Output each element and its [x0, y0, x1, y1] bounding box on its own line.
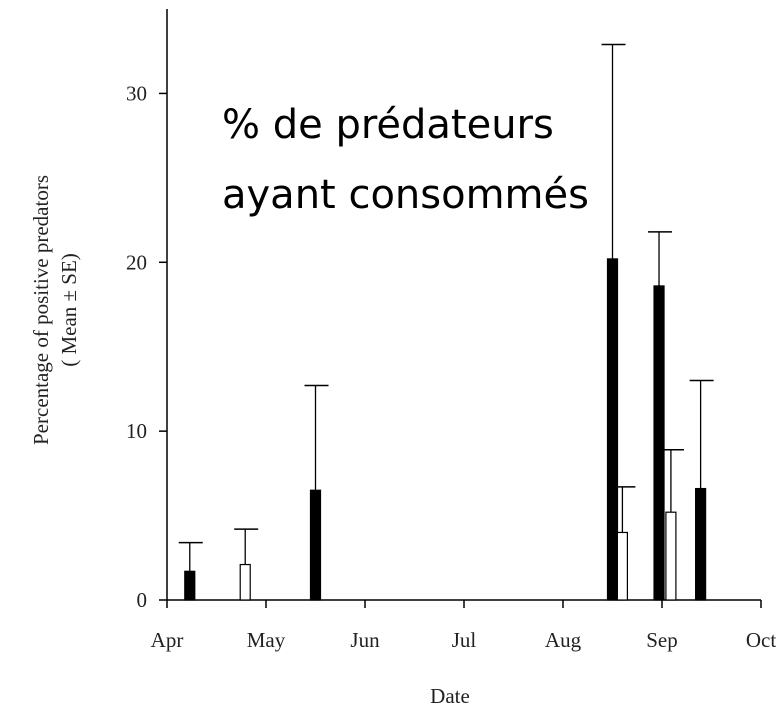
x-tick-label: Sep [646, 628, 678, 652]
x-tick-label: Apr [151, 628, 184, 652]
bar [239, 563, 251, 601]
y-tick-label: 30 [126, 81, 147, 105]
bar [665, 511, 677, 601]
bar [184, 570, 196, 601]
bar [695, 487, 707, 601]
bar [616, 531, 629, 601]
y-axis-label-line: Percentage of positive predators [29, 175, 53, 445]
bar [653, 285, 665, 601]
y-axis-label-line: ( Mean ± SE) [57, 253, 81, 367]
y-tick-label: 0 [137, 588, 148, 612]
x-tick-label: Oct [746, 628, 776, 652]
y-tick-label: 20 [126, 250, 147, 274]
annotation: % de prédateurs [222, 102, 554, 148]
x-axis-label: Date [430, 684, 470, 708]
annotation: ayant consommés [222, 172, 589, 218]
y-tick-label: 10 [126, 419, 147, 443]
x-tick-label: May [247, 628, 286, 652]
x-tick-label: Aug [545, 628, 582, 652]
x-tick-label: Jul [452, 628, 477, 652]
y-axis-label: Percentage of positive predators ( Mean … [29, 175, 81, 445]
bar [309, 489, 322, 601]
bar [606, 258, 619, 601]
x-tick-label: Jun [350, 628, 380, 652]
